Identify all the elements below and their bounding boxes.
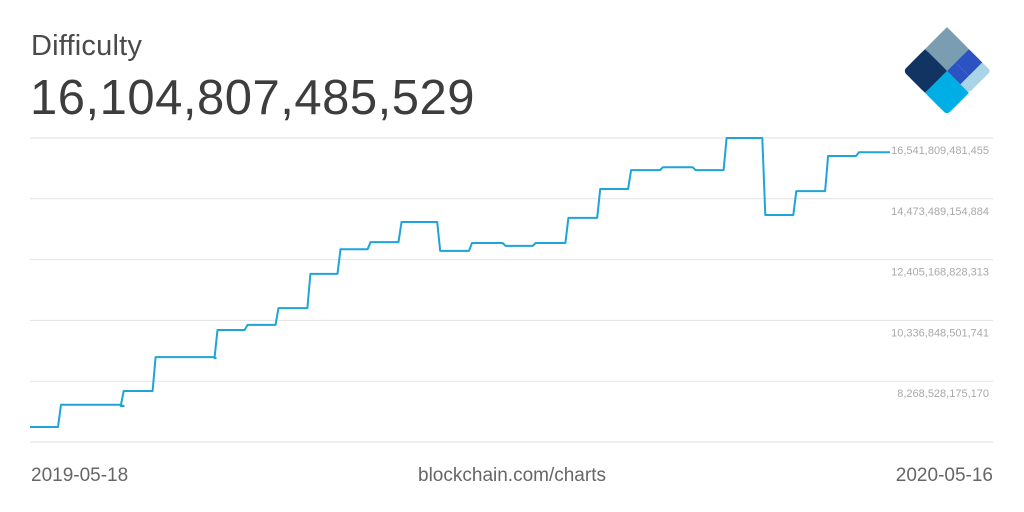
start-date-label: 2019-05-18 [31, 465, 129, 486]
difficulty-line [30, 137, 890, 428]
chart-gridlines [30, 137, 993, 443]
end-date-label: 2020-05-16 [895, 465, 993, 486]
y-axis-labels: 16,541,809,481,455 14,473,489,154,884 12,4… [891, 145, 989, 400]
chart-title: Difficulty [31, 30, 143, 62]
svg-text:8,268,528,175,170: 8,268,528,175,170 [897, 388, 989, 400]
svg-text:10,336,848,501,741: 10,336,848,501,741 [891, 327, 989, 339]
blockchain-logo-icon [904, 27, 990, 114]
svg-text:12,405,168,828,313: 12,405,168,828,313 [891, 267, 989, 279]
svg-text:16,541,809,481,455: 16,541,809,481,455 [891, 145, 989, 157]
svg-text:14,473,489,154,884: 14,473,489,154,884 [891, 206, 989, 218]
current-difficulty-value: 16,104,807,485,529 [30, 71, 475, 125]
source-link[interactable]: blockchain.com/charts [418, 465, 606, 486]
